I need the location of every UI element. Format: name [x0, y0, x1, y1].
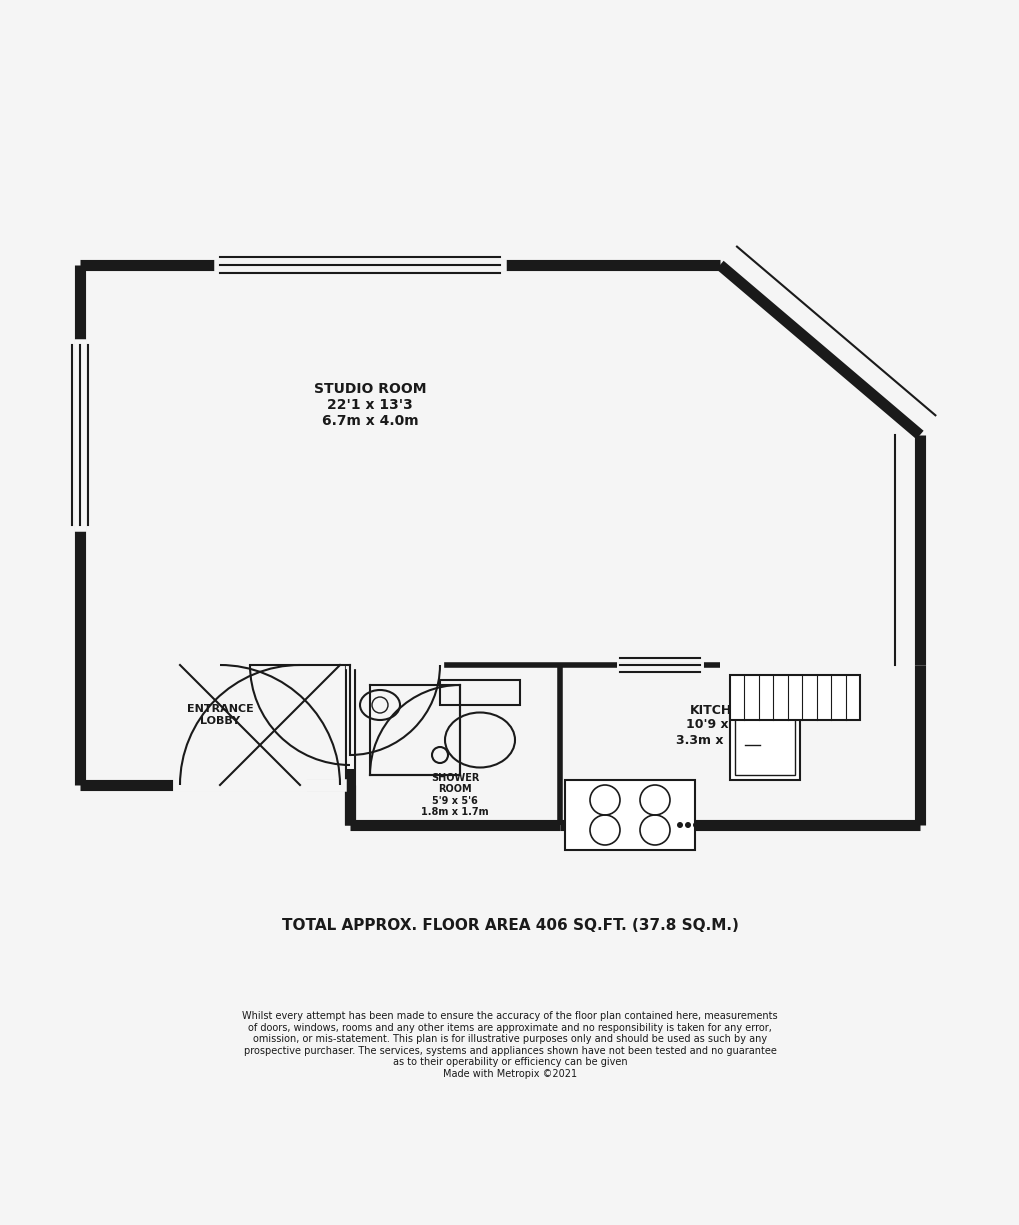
Bar: [730, 710, 799, 780]
Circle shape: [677, 822, 683, 828]
Text: Whilst every attempt has been made to ensure the accuracy of the floor plan cont: Whilst every attempt has been made to en…: [242, 1011, 777, 1079]
Circle shape: [685, 822, 690, 828]
Bar: [565, 780, 694, 850]
Bar: [730, 675, 859, 720]
Bar: [735, 715, 794, 775]
Circle shape: [692, 822, 698, 828]
Bar: [439, 680, 520, 706]
Text: KITCHEN
10'9 x 5'7
3.3m x 1.7m: KITCHEN 10'9 x 5'7 3.3m x 1.7m: [676, 703, 763, 746]
Text: STUDIO ROOM
22'1 x 13'3
6.7m x 4.0m: STUDIO ROOM 22'1 x 13'3 6.7m x 4.0m: [314, 382, 426, 429]
Text: ENTRANCE
LOBBY: ENTRANCE LOBBY: [186, 704, 253, 725]
Text: SHOWER
ROOM
5'9 x 5'6
1.8m x 1.7m: SHOWER ROOM 5'9 x 5'6 1.8m x 1.7m: [421, 773, 488, 817]
Text: TOTAL APPROX. FLOOR AREA 406 SQ.FT. (37.8 SQ.M.): TOTAL APPROX. FLOOR AREA 406 SQ.FT. (37.…: [281, 918, 738, 932]
